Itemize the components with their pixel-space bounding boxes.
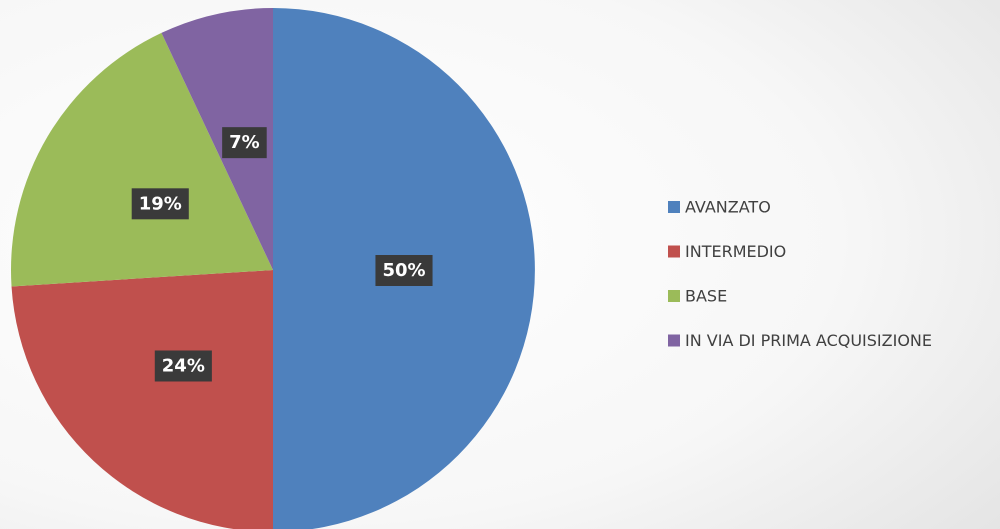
- legend-swatch: [668, 201, 680, 213]
- legend-swatch: [668, 290, 680, 302]
- legend-label: AVANZATO: [685, 198, 771, 217]
- legend-label: BASE: [685, 287, 727, 306]
- data-label-box: [375, 255, 433, 286]
- legend-swatch: [668, 334, 680, 347]
- pie-slice: [11, 270, 273, 529]
- pie-slice: [10, 32, 273, 287]
- data-label: 7%: [229, 132, 260, 153]
- data-label-box: [222, 127, 267, 159]
- legend-swatch: [668, 245, 680, 258]
- legend-label: IN VIA DI PRIMA ACQUISIZIONE: [685, 331, 932, 350]
- pie-slice: [161, 8, 273, 270]
- data-label-box: [154, 350, 212, 382]
- data-label-box: [131, 188, 189, 220]
- data-label: 50%: [382, 260, 425, 281]
- data-label: 24%: [162, 355, 205, 376]
- legend-label: INTERMEDIO: [685, 242, 786, 261]
- data-label: 19%: [139, 193, 182, 214]
